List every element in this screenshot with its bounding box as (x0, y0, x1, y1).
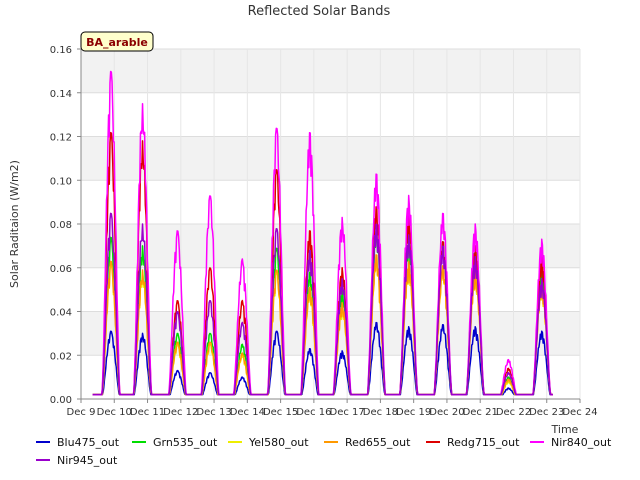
chart-title: Reflected Solar Bands (248, 4, 391, 19)
series-line-nir945-out (92, 212, 553, 396)
legend-label: Red655_out (345, 436, 411, 449)
plot-band (81, 92, 580, 137)
plot-band (81, 49, 580, 93)
y-tick-label: 0.10 (50, 176, 72, 187)
y-tick-labels: 0.00 0.02 0.04 0.06 0.08 0.10 0.12 0.14 0.16 (50, 45, 72, 406)
x-tick-label: Dec 13 (196, 407, 231, 418)
legend-label: Nir840_out (551, 436, 612, 449)
x-tick-label: Dec 20 (429, 407, 464, 418)
plot-band (81, 311, 580, 356)
x-tick-label: Dec 21 (463, 407, 498, 418)
legend-label: Yel580_out (248, 436, 309, 449)
x-tick-label: Dec 14 (230, 407, 265, 418)
x-tick-label: Dec 16 (296, 407, 331, 418)
y-tick-label: 0.08 (50, 220, 72, 231)
y-tick-label: 0.14 (50, 89, 72, 100)
x-tick-label: Dec 10 (97, 407, 132, 418)
plot-band (81, 136, 580, 181)
x-tick-label: Dec 18 (363, 407, 398, 418)
annotation-box: BA_arable (80, 31, 154, 52)
x-axis-title: Time (551, 423, 579, 436)
x-tick-label: Dec 23 (529, 407, 564, 418)
y-tick-label: 0.16 (50, 45, 72, 56)
x-tick-label: Dec 22 (496, 407, 531, 418)
legend-label: Blu475_out (57, 436, 120, 449)
x-tick-label: Dec 24 (562, 407, 597, 418)
y-tick-label: 0.02 (50, 351, 72, 362)
annotation-label: BA_arable (86, 36, 148, 49)
x-tick-label: Dec 19 (396, 407, 431, 418)
axes (77, 48, 581, 403)
y-tick-label: 0.06 (50, 264, 72, 275)
plot-bands (81, 49, 580, 399)
x-tick-label: Dec 17 (330, 407, 365, 418)
legend-label: Redg715_out (447, 436, 520, 449)
series-lines (92, 70, 553, 396)
plot-band (81, 355, 580, 399)
plot-band (81, 267, 580, 312)
x-tick-label: Dec 11 (130, 407, 165, 418)
plot-band (81, 224, 580, 268)
y-tick-label: 0.00 (50, 395, 72, 406)
x-tick-label: Dec 12 (163, 407, 198, 418)
x-tick-label: Dec 9 (67, 407, 96, 418)
y-tick-label: 0.12 (50, 133, 72, 144)
y-tick-label: 0.04 (50, 308, 72, 319)
x-tick-label: Dec 15 (263, 407, 298, 418)
y-axis-title: Solar Raditaion (W/m2) (8, 160, 21, 288)
plot-band (81, 180, 580, 224)
legend-label: Grn535_out (153, 436, 218, 449)
legend-label: Nir945_out (57, 454, 118, 467)
legend: Blu475_out Grn535_out Yel580_out Red655_out… (36, 436, 612, 467)
